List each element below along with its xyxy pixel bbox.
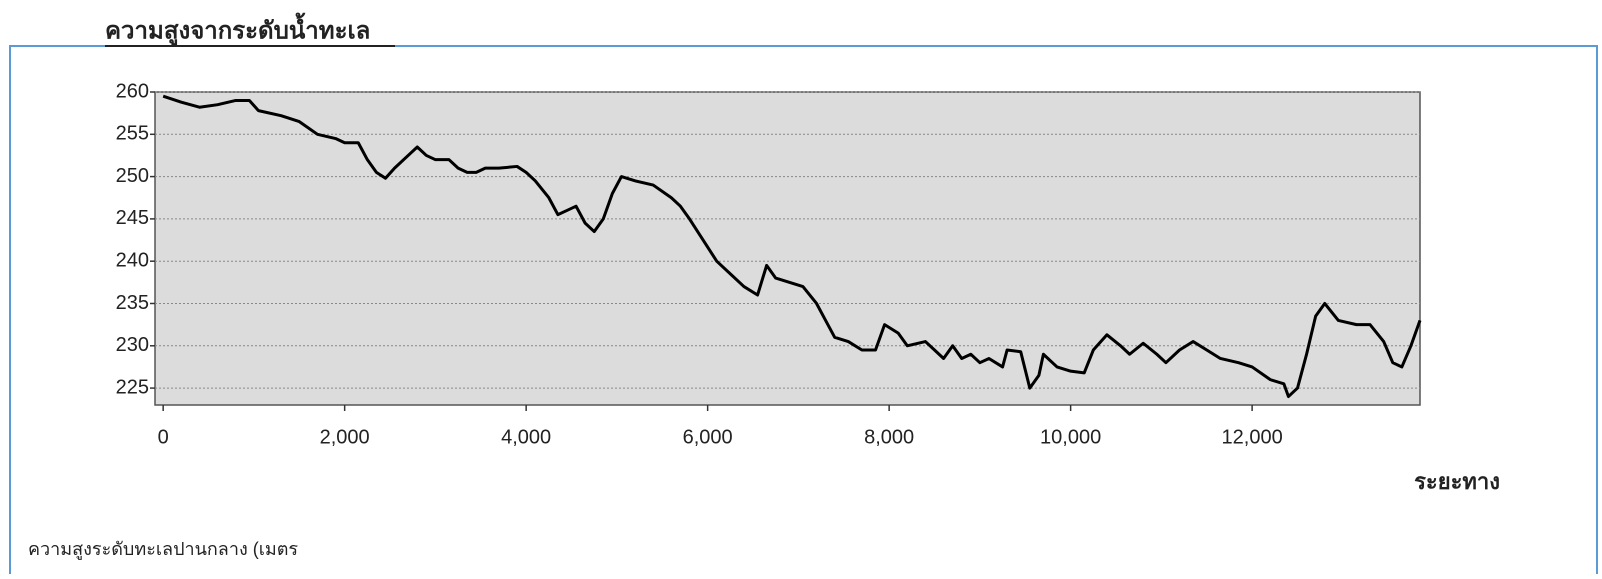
y-tick-label: 255 — [116, 123, 149, 145]
x-tick-label: 8,000 — [864, 426, 914, 448]
y-tick-label: 230 — [116, 334, 149, 356]
chart-title: ความสูงจากระดับน้ำทะเล — [105, 11, 370, 45]
y-tick-label: 225 — [116, 376, 149, 398]
elevation-line — [162, 94, 1422, 399]
frame — [9, 45, 1598, 574]
y-axis-label: ความสูงระดับทะเลปานกลาง (เมตร — [28, 539, 298, 560]
x-tick-label: 10,000 — [1040, 426, 1101, 448]
x-tick-label: 2,000 — [320, 426, 370, 448]
y-tick-label: 235 — [116, 292, 149, 314]
x-tick-label: 12,000 — [1222, 426, 1283, 448]
x-tick-label: 6,000 — [683, 426, 733, 448]
y-tick-label: 260 — [116, 80, 149, 102]
plot-area — [154, 91, 1421, 406]
y-tick-label: 240 — [116, 249, 149, 271]
x-axis-label: ระยะทาง — [1414, 469, 1500, 494]
y-tick-label: 250 — [116, 165, 149, 187]
y-tick-label: 245 — [116, 207, 149, 229]
x-tick-label: 4,000 — [501, 426, 551, 448]
x-tick-label: 0 — [158, 426, 169, 448]
